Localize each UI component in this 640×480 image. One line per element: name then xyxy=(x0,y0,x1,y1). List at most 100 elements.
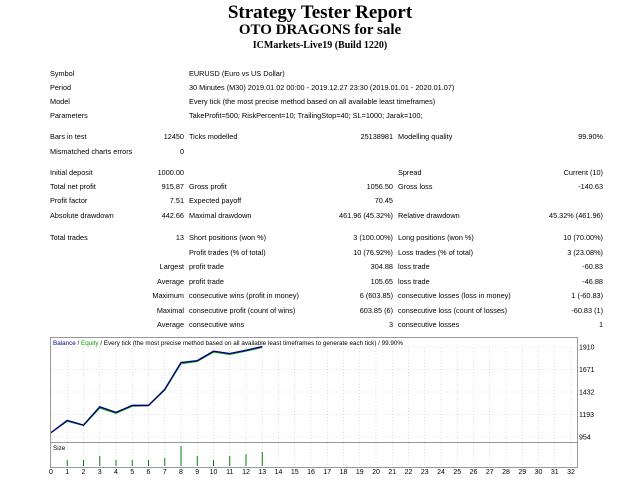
expected-payoff-label: Expected payoff xyxy=(189,196,242,205)
parameters-label: Parameters xyxy=(50,111,88,120)
y-tick-label: 1671 xyxy=(579,367,595,374)
x-tick-label: 17 xyxy=(323,469,331,476)
gross-profit-value: 1056.50 xyxy=(366,182,393,191)
bars-value: 12450 xyxy=(163,132,184,141)
relative-drawdown-value: 45.32% (461.96) xyxy=(549,211,603,220)
maximal-consecutive-loss-value: -60.83 (1) xyxy=(571,306,603,315)
x-tick-label: 32 xyxy=(567,469,575,476)
largest-label: Largest xyxy=(159,262,184,271)
y-tick-label: 954 xyxy=(579,435,591,442)
average-profit-trade-value: 105.65 xyxy=(370,277,393,286)
maximal-drawdown-label: Maximal drawdown xyxy=(189,211,252,220)
quality-label: Modelling quality xyxy=(398,132,453,141)
x-tick-label: 19 xyxy=(356,469,364,476)
average-consecutive-wins-value: 3 xyxy=(388,320,393,329)
bars-label: Bars in test xyxy=(50,132,87,141)
x-tick-label: 23 xyxy=(421,469,429,476)
maximal-consecutive-profit-label: consecutive profit (count of wins) xyxy=(189,306,296,315)
x-tick-label: 28 xyxy=(502,469,510,476)
x-tick-label: 31 xyxy=(551,469,559,476)
average-loss-trade-value: -46.88 xyxy=(582,277,603,286)
y-tick-label: 1432 xyxy=(579,390,595,397)
max-consecutive-wins-value: 6 (603.85) xyxy=(359,291,393,300)
largest-profit-trade-label: profit trade xyxy=(189,262,224,271)
y-tick-label: 1193 xyxy=(579,412,594,419)
x-tick-label: 29 xyxy=(518,469,526,476)
x-tick-label: 15 xyxy=(291,469,299,476)
x-tick-label: 18 xyxy=(340,469,348,476)
average-consecutive-losses-label: consecutive losses xyxy=(398,320,460,329)
server-build: ICMarkets-Live19 (Build 1220) xyxy=(252,40,388,51)
maximal-drawdown-value: 461.96 (45.32%) xyxy=(339,211,393,220)
average-profit-trade-label: profit trade xyxy=(189,277,224,286)
x-tick-label: 26 xyxy=(470,469,478,476)
loss-trades-label: Loss trades (% of total) xyxy=(398,248,474,257)
x-tick-label: 20 xyxy=(372,469,380,476)
y-tick-label: 1910 xyxy=(579,345,595,352)
x-tick-label: 27 xyxy=(486,469,494,476)
x-tick-label: 22 xyxy=(405,469,413,476)
x-tick-label: 30 xyxy=(535,469,543,476)
x-tick-label: 9 xyxy=(195,469,199,476)
x-tick-label: 25 xyxy=(453,469,461,476)
average-consecutive-wins-label: consecutive wins xyxy=(189,320,245,329)
long-positions-label: Long positions (won %) xyxy=(398,233,474,242)
model-value: Every tick (the most precise method base… xyxy=(189,97,436,106)
legend-balance: Balance xyxy=(53,340,76,347)
legend-equity: Equity xyxy=(81,340,99,347)
gross-loss-label: Gross loss xyxy=(398,182,433,191)
x-tick-label: 3 xyxy=(98,469,102,476)
x-tick-label: 13 xyxy=(258,469,266,476)
x-tick-label: 5 xyxy=(130,469,134,476)
chart-legend: Balance / Equity / Every tick (the most … xyxy=(53,339,403,349)
max-consecutive-losses-label: consecutive losses (loss in money) xyxy=(398,291,511,300)
average-consecutive-label: Average xyxy=(156,320,184,329)
loss-trades-value: 3 (23.08%) xyxy=(567,248,603,257)
x-tick-label: 14 xyxy=(275,469,283,476)
short-positions-label: Short positions (won %) xyxy=(189,233,267,242)
initial-deposit-value: 1000.00 xyxy=(157,168,184,177)
x-tick-label: 1 xyxy=(65,469,69,476)
ticks-value: 25138981 xyxy=(360,132,393,141)
x-tick-label: 7 xyxy=(163,469,167,476)
size-label: Size xyxy=(53,445,66,452)
gross-profit-label: Gross profit xyxy=(189,182,227,191)
x-tick-label: 4 xyxy=(114,469,118,476)
total-trades-label: Total trades xyxy=(50,233,88,242)
total-trades-value: 13 xyxy=(175,233,184,242)
maximal-consecutive-profit-value: 603.85 (6) xyxy=(359,306,393,315)
initial-deposit-label: Initial deposit xyxy=(50,168,93,177)
balance-line xyxy=(50,345,263,434)
parameters-value: TakeProfit=500; RiskPercent=10; Trailing… xyxy=(189,111,423,120)
average-consecutive-losses-value: 1 xyxy=(598,320,603,329)
relative-drawdown-label: Relative drawdown xyxy=(398,211,460,220)
gross-loss-value: -140.63 xyxy=(578,182,603,191)
maximal-label: Maximal xyxy=(156,306,184,315)
legend-sep: / xyxy=(75,340,82,347)
quality-value: 99.90% xyxy=(578,132,603,141)
profit-trades-value: 10 (76.92%) xyxy=(353,248,393,257)
legend-rest: / Every tick (the most precise method ba… xyxy=(98,340,404,347)
net-profit-value: 915.87 xyxy=(161,182,184,191)
x-tick-label: 8 xyxy=(179,469,183,476)
maximal-consecutive-loss-label: consecutive loss (count of losses) xyxy=(398,306,508,315)
short-positions-value: 3 (100.00%) xyxy=(353,233,393,242)
long-positions-value: 10 (70.00%) xyxy=(563,233,603,242)
absolute-drawdown-label: Absolute drawdown xyxy=(50,211,114,220)
x-tick-label: 16 xyxy=(307,469,315,476)
mismatched-label: Mismatched charts errors xyxy=(50,147,133,156)
max-consecutive-wins-label: consecutive wins (profit in money) xyxy=(189,291,299,300)
spread-value: Current (10) xyxy=(563,168,603,177)
x-tick-label: 0 xyxy=(49,469,53,476)
profit-factor-value: 7.51 xyxy=(169,196,184,205)
largest-loss-trade-label: loss trade xyxy=(398,262,430,271)
largest-profit-trade-value: 304.88 xyxy=(370,262,393,271)
maximum-label: Maximum xyxy=(152,291,184,300)
largest-loss-trade-value: -60.83 xyxy=(582,262,603,271)
model-label: Model xyxy=(50,97,70,106)
average-loss-trade-label: loss trade xyxy=(398,277,430,286)
expected-payoff-value: 70.45 xyxy=(374,196,393,205)
spread-label: Spread xyxy=(398,168,422,177)
max-consecutive-losses-value: 1 (-60.83) xyxy=(571,291,603,300)
